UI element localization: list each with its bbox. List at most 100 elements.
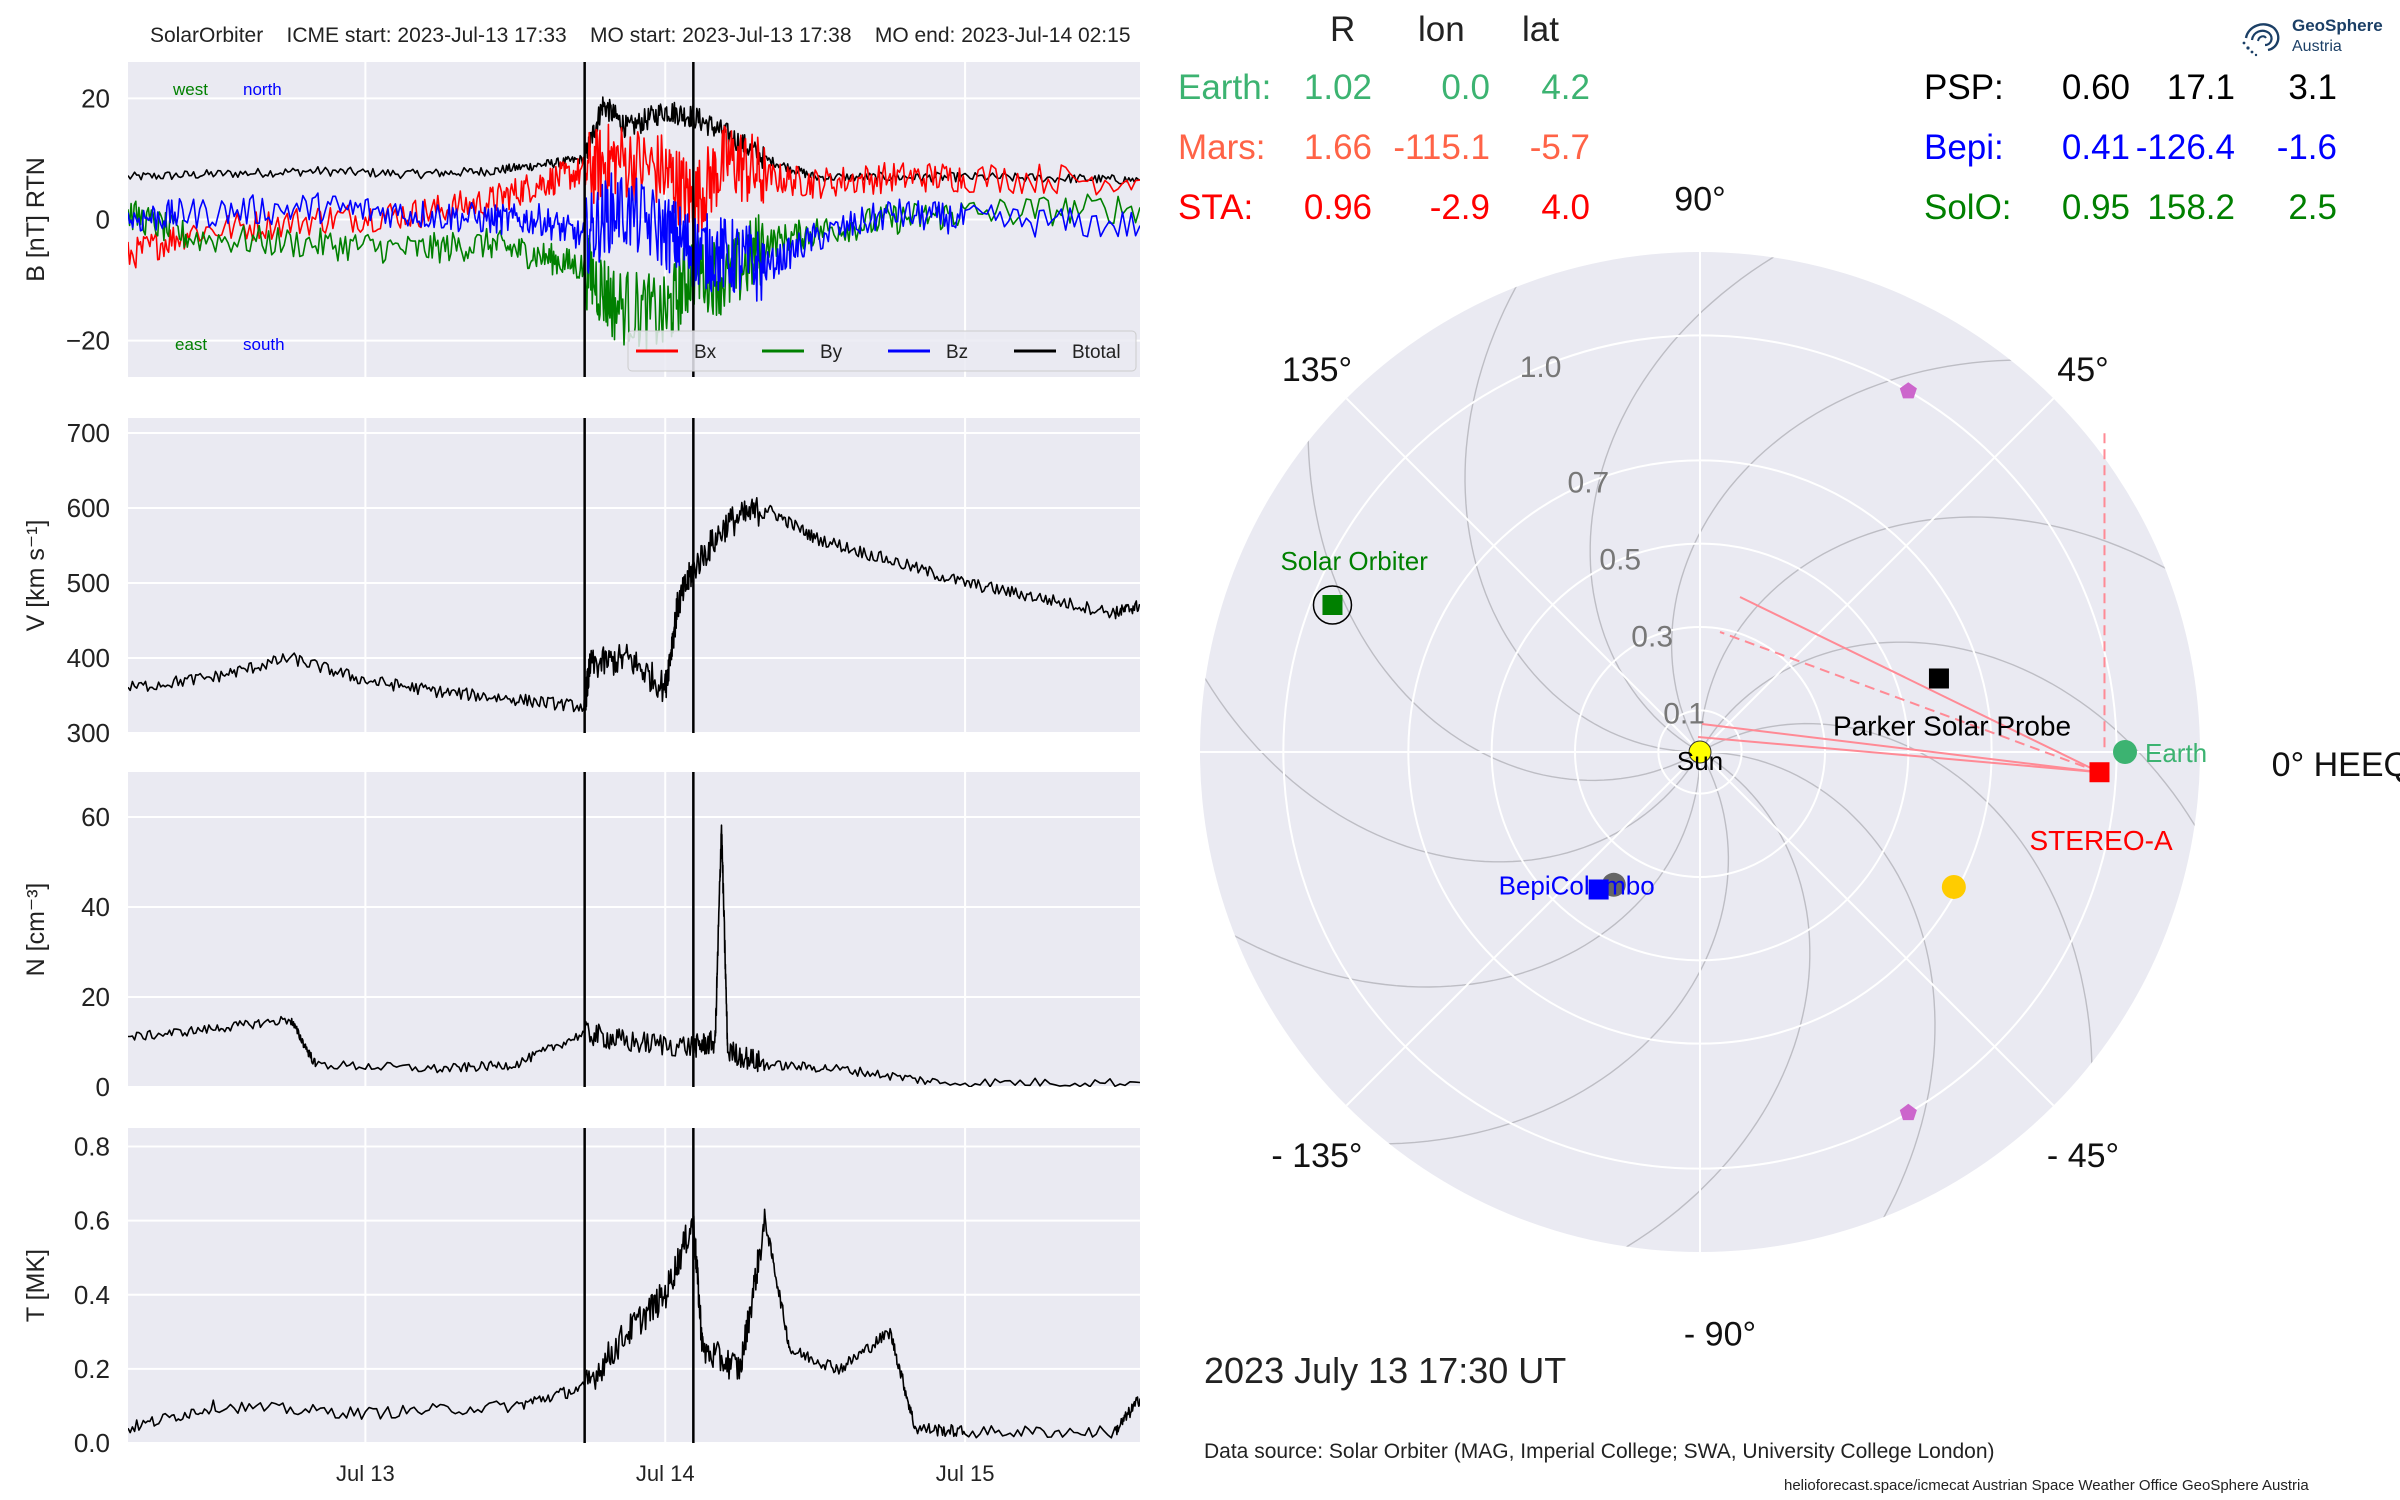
spiral-line xyxy=(1670,359,2037,753)
series-group xyxy=(128,496,1140,713)
bepicolombo-label: BepiColombo xyxy=(1499,871,1655,901)
legend-label-by: By xyxy=(820,342,843,363)
panel-background xyxy=(128,1128,1140,1443)
sta-line xyxy=(1701,723,2100,774)
y-tick-label: −20 xyxy=(66,326,110,356)
angle-label: - 45° xyxy=(2047,1137,2119,1175)
angle-label: 135° xyxy=(1282,351,1352,389)
panel-4: 0.0 0.2 0.4 0.6 0.8 T [MK] Jul 13 Jul 14 Jul 15 xyxy=(22,1128,1140,1486)
table-cell-lat: -5.7 xyxy=(1529,128,1590,167)
y-tick-label: 60 xyxy=(81,802,110,832)
spiral-line xyxy=(1212,751,1701,988)
table-cell-R: 1.66 xyxy=(1303,128,1372,167)
time-series-panels: −20 0 20 B [nT] RTN west north east south Bx By Bz… xyxy=(22,62,1140,1486)
annotation-east: east xyxy=(175,335,207,354)
table-cell-name: PSP: xyxy=(1924,68,2004,107)
x-tick-label: Jul 13 xyxy=(336,1461,395,1486)
annotation-north: north xyxy=(243,80,282,99)
y-axis-label: T [MK] xyxy=(22,1249,50,1322)
radial-tick-label: 0.7 xyxy=(1568,467,1610,500)
table-cell-lat: 2.5 xyxy=(2288,188,2337,227)
radial-tick-label: 0.3 xyxy=(1631,621,1673,654)
series-line-n xyxy=(128,824,1140,1087)
solar-orbiter-marker xyxy=(1322,595,1343,616)
y-axis-label: N [cm⁻³] xyxy=(22,883,50,977)
table-cell-R: 0.95 xyxy=(2061,188,2130,227)
table-cell-lat: 3.1 xyxy=(2288,68,2337,107)
panel-2: 300 400 500 600 700 V [km s⁻¹] xyxy=(22,418,1140,748)
y-tick-label: 0.6 xyxy=(74,1206,110,1236)
solar-orbiter-ring xyxy=(1312,585,1353,625)
y-tick-label: 0 xyxy=(96,1072,110,1102)
sun-label: Sun xyxy=(1677,746,1723,776)
y-tick-label: 0.0 xyxy=(74,1428,110,1458)
venus-marker xyxy=(1941,874,1966,899)
spiral-line xyxy=(1464,264,1701,753)
spiral-line xyxy=(1699,516,2188,753)
sun-marker xyxy=(1688,740,1712,764)
series-line-btotal xyxy=(128,96,1140,185)
y-tick-label: 500 xyxy=(67,568,110,598)
legend-label-bz: Bz xyxy=(946,342,968,363)
l4-point-marker xyxy=(1899,382,1917,399)
header-mo-start: MO start: 2023-Jul-13 17:38 xyxy=(590,24,852,47)
table-cell-lon: 158.2 xyxy=(2147,188,2235,227)
y-tick-label: 700 xyxy=(67,418,110,448)
logo-line1: GeoSphere xyxy=(2292,16,2383,35)
table-cell-R: 0.60 xyxy=(2061,68,2130,107)
panel-1: −20 0 20 B [nT] RTN west north east south Bx By Bz… xyxy=(22,62,1140,377)
col-header-lon: lon xyxy=(1418,10,1465,49)
angle-label: - 135° xyxy=(1271,1137,1362,1175)
col-header-r: R xyxy=(1330,10,1356,49)
col-header-lat: lat xyxy=(1522,10,1559,49)
y-tick-label: 20 xyxy=(81,982,110,1012)
legend-label-btotal: Btotal xyxy=(1072,342,1121,363)
x-tick-label: Jul 15 xyxy=(936,1461,995,1486)
geosphere-logo: GeoSphere Austria xyxy=(2238,14,2388,62)
y-tick-label: 400 xyxy=(67,643,110,673)
panel-background xyxy=(128,418,1140,733)
time-series-header: SolarOrbiter ICME start: 2023-Jul-13 17:… xyxy=(150,24,1131,48)
radial-tick-label: 0.5 xyxy=(1599,544,1641,577)
y-tick-label: 20 xyxy=(81,83,110,113)
l5-point-marker xyxy=(1899,1103,1917,1121)
header-mo-end: MO end: 2023-Jul-14 02:15 xyxy=(874,24,1131,47)
table-cell-name: Bepi: xyxy=(1924,128,2004,167)
earth-label: Earth xyxy=(2145,738,2207,768)
series-group xyxy=(128,824,1140,1087)
datestamp: 2023 July 13 17:30 UT xyxy=(1204,1350,1567,1391)
panel-3: 0 20 40 60 N [cm⁻³] xyxy=(22,772,1140,1102)
series-line-v xyxy=(128,496,1140,713)
table-cell-R: 0.41 xyxy=(2061,128,2130,167)
sta-line-2 xyxy=(1697,736,2100,774)
table-cell-R: 0.96 xyxy=(1303,188,1372,227)
radial-tick-label: 1.0 xyxy=(1520,351,1562,384)
data-source: Data source: Solar Orbiter (MAG, Imperia… xyxy=(1204,1440,1995,1463)
table-cell-lat: 4.2 xyxy=(1541,68,1590,107)
solar-orbiter-label: Solar Orbiter xyxy=(1280,546,1428,576)
psp-dash-line xyxy=(1719,631,2100,774)
annotation-south: south xyxy=(243,335,285,354)
y-tick-label: 0.4 xyxy=(74,1280,110,1310)
swirl-logo-icon xyxy=(2242,23,2280,57)
spiral-line xyxy=(1307,415,1701,782)
series-line-bz xyxy=(128,172,1140,302)
logo-line2: Austria xyxy=(2292,38,2342,55)
angular-grid-line xyxy=(1345,397,1701,753)
spiral-line xyxy=(1603,751,1811,1252)
table-cell-lon: 17.1 xyxy=(2166,68,2235,107)
table-cell-lon: 0.0 xyxy=(1441,68,1490,107)
y-axis-label: B [nT] RTN xyxy=(22,157,50,282)
parker-solar-probe-marker xyxy=(1928,668,1949,689)
header-icme-start: ICME start: 2023-Jul-13 17:33 xyxy=(286,24,567,47)
y-tick-label: 0 xyxy=(96,205,110,235)
series-line-bx xyxy=(128,123,1140,269)
parker-spirals xyxy=(1200,252,2200,1252)
footer-credits: helioforecast.space/icmecat Austrian Spa… xyxy=(1784,1477,2309,1494)
angle-label: - 90° xyxy=(1684,1316,1756,1354)
y-tick-label: 0.2 xyxy=(74,1354,110,1384)
table-cell-lon: -115.1 xyxy=(1393,128,1490,167)
x-tick-label: Jul 14 xyxy=(636,1461,695,1486)
legend-label-bx: Bx xyxy=(694,342,717,363)
table-cell-R: 1.02 xyxy=(1303,68,1372,107)
